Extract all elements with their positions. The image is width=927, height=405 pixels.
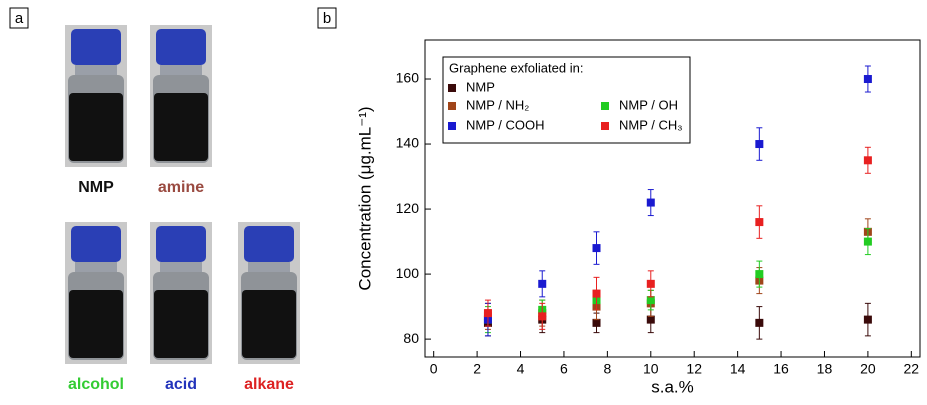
data-point xyxy=(592,244,601,253)
vial-liquid xyxy=(154,290,208,358)
vial-label: amine xyxy=(158,179,204,196)
data-point xyxy=(646,296,655,305)
x-tick-label: 20 xyxy=(860,361,876,377)
x-tick-label: 0 xyxy=(430,361,438,377)
x-tick-label: 14 xyxy=(730,361,746,377)
vial-neck xyxy=(75,65,117,75)
legend-swatch xyxy=(448,122,456,130)
vial-label: acid xyxy=(165,376,197,393)
legend-label: NMP / CH₃ xyxy=(619,117,683,132)
x-tick-label: 16 xyxy=(773,361,789,377)
legend-box xyxy=(442,56,691,144)
data-point xyxy=(755,218,764,227)
legend-swatch xyxy=(448,84,456,92)
data-point xyxy=(863,156,872,165)
x-tick-label: 18 xyxy=(817,361,833,377)
data-point xyxy=(592,289,601,298)
vial-cap xyxy=(156,226,206,262)
legend-title: Graphene exfoliated in: xyxy=(449,60,583,75)
vial-cap xyxy=(71,29,121,65)
vial-neck xyxy=(75,262,117,272)
data-point xyxy=(592,318,601,327)
x-tick-label: 6 xyxy=(560,361,568,377)
plot-frame xyxy=(424,39,921,358)
vial-label: alkane xyxy=(244,376,294,393)
y-tick-label: 140 xyxy=(396,135,420,151)
legend-label: NMP / COOH xyxy=(466,117,545,132)
vial-liquid xyxy=(69,290,123,358)
x-tick-label: 12 xyxy=(686,361,702,377)
vial-liquid xyxy=(154,93,208,161)
legend-swatch xyxy=(601,122,609,130)
data-point xyxy=(863,75,872,84)
data-point xyxy=(755,140,764,149)
vial-liquid xyxy=(242,290,296,358)
y-tick-label: 160 xyxy=(396,70,420,86)
data-point xyxy=(538,279,547,288)
panel-label: b xyxy=(323,10,331,27)
data-point xyxy=(863,237,872,246)
legend-label: NMP xyxy=(466,79,495,94)
data-point xyxy=(755,270,764,279)
panel-label: a xyxy=(15,10,24,27)
y-tick-label: 100 xyxy=(396,265,420,281)
panel-label-box xyxy=(9,7,29,29)
legend-label: NMP / OH xyxy=(619,97,678,112)
vial-label: alcohol xyxy=(68,376,124,393)
vial-neck xyxy=(248,262,290,272)
y-tick-label: 120 xyxy=(396,200,420,216)
vial-cap xyxy=(156,29,206,65)
x-tick-label: 2 xyxy=(473,361,481,377)
data-point xyxy=(646,279,655,288)
data-point xyxy=(646,198,655,207)
panel-label-box xyxy=(317,7,337,29)
data-point xyxy=(646,315,655,324)
x-axis-label: s.a.% xyxy=(651,377,694,396)
vial-neck xyxy=(160,262,202,272)
vial-cap xyxy=(244,226,294,262)
data-point xyxy=(755,318,764,327)
vial-neck xyxy=(160,65,202,75)
vial-liquid xyxy=(69,93,123,161)
legend-swatch xyxy=(448,102,456,110)
x-tick-label: 4 xyxy=(517,361,525,377)
vial-cap xyxy=(71,226,121,262)
y-tick-label: 80 xyxy=(403,330,419,346)
x-tick-label: 8 xyxy=(603,361,611,377)
x-tick-label: 10 xyxy=(643,361,659,377)
data-point xyxy=(863,315,872,324)
data-point xyxy=(483,309,492,318)
y-axis-label: Concentration (μg.mL⁻¹) xyxy=(355,106,374,290)
legend-label: NMP / NH₂ xyxy=(466,97,529,112)
legend-swatch xyxy=(601,102,609,110)
x-tick-label: 22 xyxy=(904,361,920,377)
data-point xyxy=(538,312,547,321)
vial-label: NMP xyxy=(78,179,114,196)
